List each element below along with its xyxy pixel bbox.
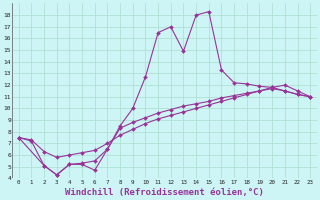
X-axis label: Windchill (Refroidissement éolien,°C): Windchill (Refroidissement éolien,°C) [65,188,264,197]
